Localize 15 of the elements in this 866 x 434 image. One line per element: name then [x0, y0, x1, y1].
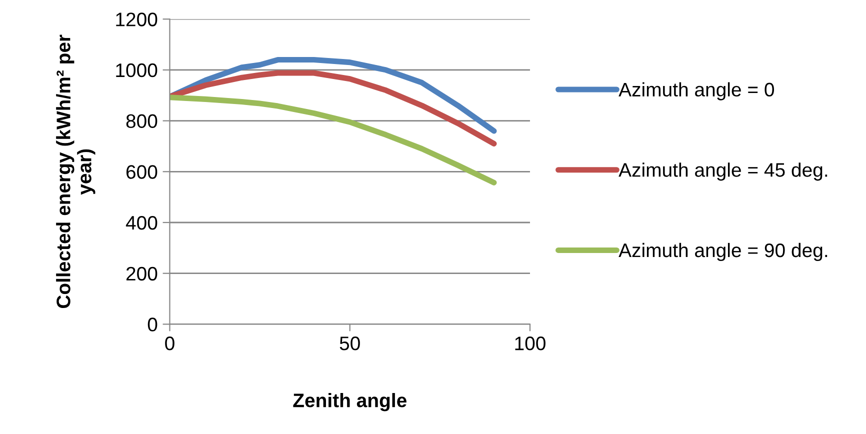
- x-tick-label: 0: [165, 336, 174, 350]
- legend-label: Azimuth angle = 0: [618, 82, 774, 100]
- x-tick-label: 100: [515, 336, 546, 350]
- legend-label: Azimuth angle = 45 deg.: [618, 162, 828, 181]
- y-tick-label: 800: [126, 114, 158, 128]
- y-tick-label: 1200: [116, 12, 158, 26]
- y-tick-label: 200: [126, 266, 158, 281]
- x-tick-label: 50: [340, 336, 360, 350]
- x-axis-title: Zenith angle: [293, 393, 406, 412]
- legend-label: Azimuth angle = 90 deg.: [618, 242, 828, 262]
- y-tick-label: 1000: [116, 63, 158, 78]
- y-tick-label: 400: [126, 216, 158, 230]
- y-axis-title: Collected energy (kWh/m² per year): [56, 34, 96, 308]
- y-tick-label: 600: [126, 165, 158, 179]
- y-tick-label: 0: [148, 318, 158, 332]
